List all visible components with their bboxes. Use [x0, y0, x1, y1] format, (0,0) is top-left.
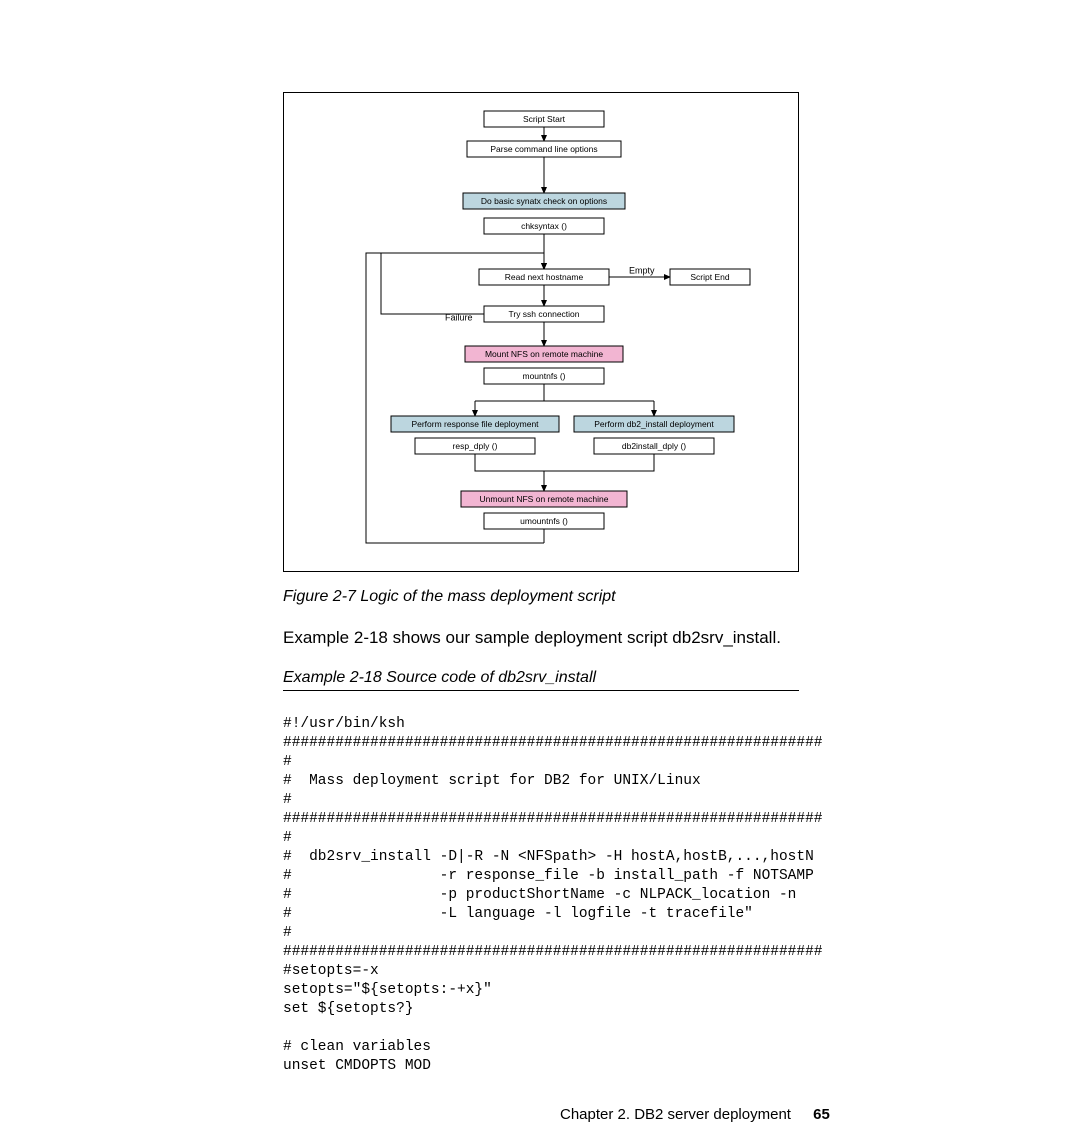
code-listing: #!/usr/bin/ksh #########################… [283, 715, 823, 1076]
page-footer: Chapter 2. DB2 server deployment 65 [560, 1106, 830, 1123]
svg-text:Perform db2_install deployment: Perform db2_install deployment [594, 419, 714, 429]
flowchart-svg: Script Start Parse command line options Do… [284, 93, 800, 573]
document-page: Script Start Parse command line options Do… [0, 0, 1080, 1143]
svg-text:Mount NFS on remote machine: Mount NFS on remote machine [485, 349, 603, 359]
footer-chapter: Chapter 2. DB2 server deployment [560, 1106, 791, 1123]
example-caption: Example 2-18 Source code of db2srv_insta… [283, 669, 596, 687]
figure-caption: Figure 2-7 Logic of the mass deployment … [283, 588, 616, 606]
svg-text:Empty: Empty [629, 265, 655, 275]
svg-text:chksyntax (): chksyntax () [521, 221, 567, 231]
svg-text:Script End: Script End [690, 272, 729, 282]
svg-text:Failure: Failure [445, 312, 473, 322]
svg-text:mountnfs (): mountnfs () [523, 371, 566, 381]
svg-text:umountnfs (): umountnfs () [520, 516, 568, 526]
svg-text:resp_dply (): resp_dply () [453, 441, 498, 451]
example-rule [283, 690, 799, 691]
svg-text:Perform response file deployme: Perform response file deployment [411, 419, 539, 429]
body-paragraph: Example 2-18 shows our sample deployment… [283, 628, 781, 648]
footer-page-number: 65 [813, 1106, 830, 1123]
svg-text:Read next hostname: Read next hostname [505, 272, 584, 282]
svg-text:Parse command line options: Parse command line options [490, 144, 597, 154]
svg-text:Do basic synatx check on optio: Do basic synatx check on options [481, 196, 607, 206]
svg-text:Script Start: Script Start [523, 114, 566, 124]
svg-text:db2install_dply (): db2install_dply () [622, 441, 686, 451]
svg-text:Try ssh connection: Try ssh connection [508, 309, 579, 319]
figure-frame: Script Start Parse command line options Do… [283, 92, 799, 572]
svg-text:Unmount NFS on remote machine: Unmount NFS on remote machine [480, 494, 609, 504]
